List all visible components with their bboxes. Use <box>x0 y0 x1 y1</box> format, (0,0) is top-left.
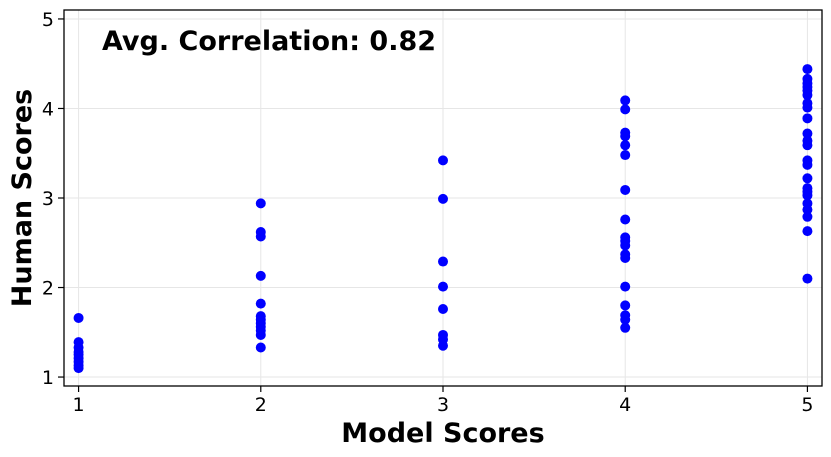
y-tick-label: 5 <box>42 9 54 31</box>
data-point <box>620 150 631 161</box>
data-point <box>255 198 266 209</box>
data-point <box>802 102 813 113</box>
data-point <box>620 300 631 311</box>
data-point <box>620 184 631 195</box>
data-point <box>438 281 448 292</box>
data-point <box>802 113 813 124</box>
data-point <box>255 342 266 353</box>
data-point <box>255 329 266 340</box>
data-point <box>438 193 448 204</box>
x-tick-label: 2 <box>255 394 267 416</box>
data-point <box>802 128 813 139</box>
data-point <box>255 298 266 309</box>
data-point <box>620 252 631 263</box>
data-point <box>802 90 813 101</box>
data-points <box>73 64 813 374</box>
x-tick-label: 3 <box>437 394 449 416</box>
y-tick-label: 2 <box>42 278 54 300</box>
y-axis-title: Human Scores <box>7 89 38 308</box>
data-point <box>438 256 448 267</box>
data-point <box>73 363 84 374</box>
data-point <box>438 155 448 166</box>
data-point <box>620 104 631 115</box>
data-point <box>438 340 448 351</box>
data-point <box>802 64 813 75</box>
x-tick-label: 1 <box>73 394 85 416</box>
data-point <box>802 159 813 170</box>
x-tick-label: 5 <box>801 394 813 416</box>
data-point <box>620 131 631 142</box>
y-tick-label: 3 <box>42 188 54 210</box>
data-point <box>802 226 813 237</box>
y-tick-label: 1 <box>42 367 54 389</box>
data-point <box>802 190 813 201</box>
data-point <box>620 140 631 151</box>
data-point <box>620 314 631 325</box>
data-point <box>802 211 813 222</box>
y-tick-label: 4 <box>42 98 54 120</box>
data-point <box>620 240 631 251</box>
data-point <box>620 322 631 333</box>
data-point <box>620 95 631 106</box>
data-point <box>255 231 266 242</box>
data-point <box>802 140 813 151</box>
data-point <box>438 304 448 315</box>
data-point <box>802 173 813 184</box>
data-point <box>73 312 84 323</box>
data-point <box>255 270 266 281</box>
data-point <box>802 204 813 215</box>
x-tick-label: 4 <box>619 394 631 416</box>
data-point <box>620 214 631 225</box>
data-point <box>802 273 813 284</box>
data-point <box>620 281 631 292</box>
x-axis-title: Model Scores <box>341 418 544 449</box>
axis-ticks: 1 2 3 4 5 1 2 3 4 5 <box>42 9 814 416</box>
correlation-annotation: Avg. Correlation: 0.82 <box>102 26 436 57</box>
